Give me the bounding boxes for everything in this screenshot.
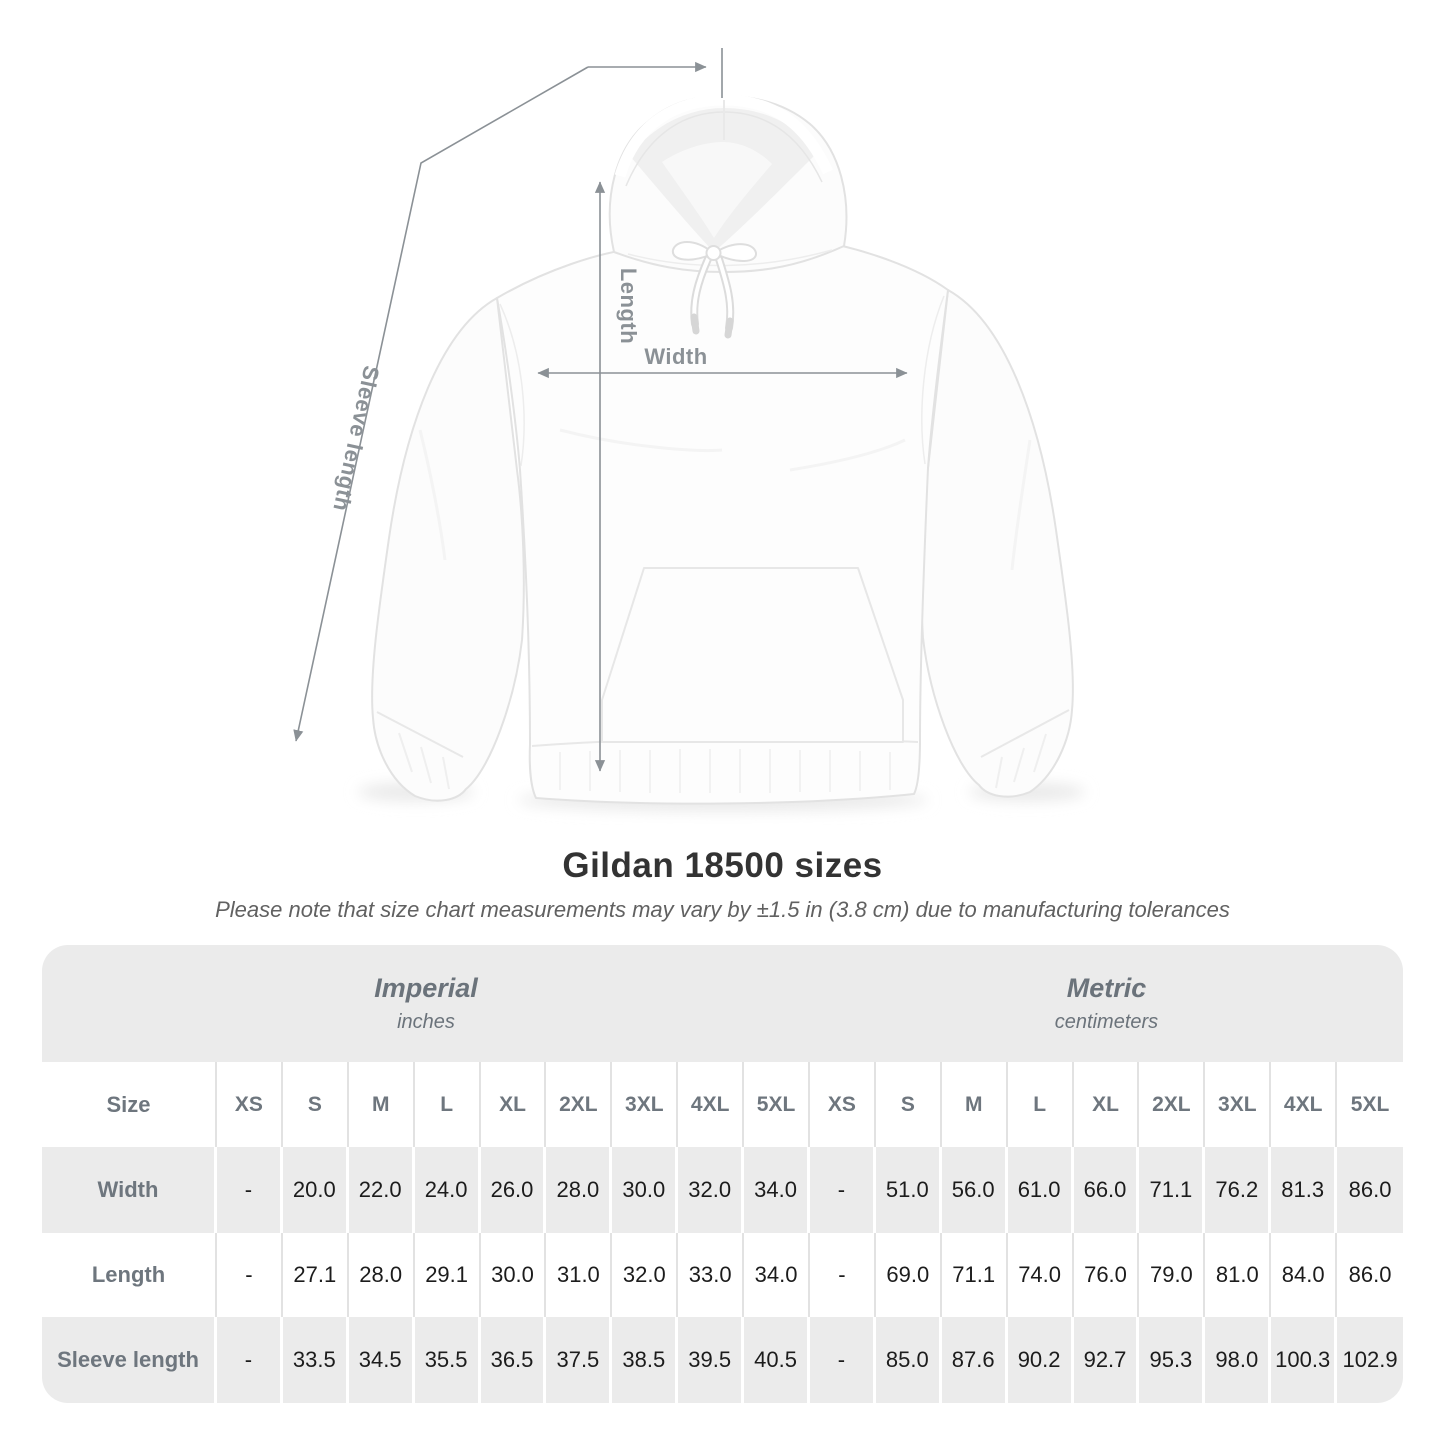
table-cell: - — [217, 1147, 283, 1233]
hoodie-figure-svg: Length Width Sleeve length — [293, 48, 1085, 811]
imperial-title: Imperial — [374, 973, 478, 1003]
metric-title: Metric — [1066, 973, 1147, 1003]
table-cell: 71.1 — [941, 1233, 1008, 1317]
table-cell: 28.0 — [546, 1147, 613, 1233]
size-header-cell: 5XL — [744, 1062, 810, 1147]
table-cell: 30.0 — [480, 1233, 547, 1317]
size-header-cell: 3XL — [612, 1062, 679, 1147]
table-cell: 32.0 — [678, 1147, 745, 1233]
table-cell: 38.5 — [612, 1317, 679, 1403]
table-cell: 87.6 — [941, 1317, 1008, 1403]
size-header-cell: 3XL — [1205, 1062, 1272, 1147]
table-cell: 28.0 — [348, 1233, 415, 1317]
table-cell: 24.0 — [414, 1147, 481, 1233]
table-cell: 79.0 — [1139, 1233, 1206, 1317]
table-cell: 56.0 — [941, 1147, 1008, 1233]
table-cell: 81.3 — [1271, 1147, 1338, 1233]
table-cell: 76.2 — [1205, 1147, 1272, 1233]
table-cell: 36.5 — [480, 1317, 547, 1403]
size-header-cell: L — [414, 1062, 481, 1147]
size-header-cell: M — [941, 1062, 1008, 1147]
table-cell: - — [217, 1233, 283, 1317]
table-cell: - — [809, 1147, 876, 1233]
table-cell: 95.3 — [1139, 1317, 1206, 1403]
table-cell: 33.0 — [678, 1233, 745, 1317]
metric-section-header: Metric centimeters — [809, 945, 1403, 1062]
table-cell: 66.0 — [1073, 1147, 1140, 1233]
size-header-cell: 4XL — [678, 1062, 745, 1147]
size-header-cell: XL — [1073, 1062, 1140, 1147]
table-cell: 30.0 — [612, 1147, 679, 1233]
drawstring-bow — [671, 241, 757, 339]
size-header-cell: XS — [217, 1062, 283, 1147]
table-cell: 39.5 — [678, 1317, 745, 1403]
table-cell: 90.2 — [1007, 1317, 1074, 1403]
width-label: Width — [644, 344, 707, 369]
size-header-cell: S — [282, 1062, 349, 1147]
size-header-cell: S — [875, 1062, 942, 1147]
table-cell: 102.9 — [1337, 1317, 1403, 1403]
table-cell: 85.0 — [875, 1317, 942, 1403]
table-cell: 98.0 — [1205, 1317, 1272, 1403]
table-cell: 20.0 — [282, 1147, 349, 1233]
table-cell: 92.7 — [1073, 1317, 1140, 1403]
left-sleeve — [371, 297, 525, 802]
table-cell: 71.1 — [1139, 1147, 1206, 1233]
imperial-unit: inches — [397, 1011, 455, 1033]
size-table: Imperial inches Metric centimeters Size … — [42, 945, 1403, 1403]
row-label-width: Width — [42, 1147, 217, 1233]
size-header-cell: XL — [480, 1062, 547, 1147]
row-label-length: Length — [42, 1233, 217, 1317]
table-cell: - — [217, 1317, 283, 1403]
imperial-section-header: Imperial inches — [42, 945, 810, 1062]
table-cell: 32.0 — [612, 1233, 679, 1317]
size-header-cell: 2XL — [1139, 1062, 1206, 1147]
table-cell: 27.1 — [282, 1233, 349, 1317]
hoodie-image — [358, 94, 1085, 811]
sleeve-length-label: Sleeve length — [328, 363, 384, 513]
size-header-cell: 5XL — [1337, 1062, 1403, 1147]
size-header-cell: M — [348, 1062, 415, 1147]
size-column-header: Size — [42, 1062, 217, 1147]
table-cell: 34.0 — [744, 1147, 810, 1233]
size-header-cell: L — [1007, 1062, 1074, 1147]
length-label: Length — [616, 268, 641, 344]
table-cell: 69.0 — [875, 1233, 942, 1317]
metric-unit: centimeters — [1054, 1011, 1159, 1033]
table-cell: 40.5 — [744, 1317, 810, 1403]
table-cell: - — [809, 1233, 876, 1317]
hoodie-measurement-diagram: Length Width Sleeve length — [293, 48, 1085, 811]
table-cell: 26.0 — [480, 1147, 547, 1233]
table-cell: 29.1 — [414, 1233, 481, 1317]
table-cell: - — [809, 1317, 876, 1403]
table-cell: 86.0 — [1337, 1233, 1403, 1317]
size-header-cell: 4XL — [1271, 1062, 1338, 1147]
table-cell: 81.0 — [1205, 1233, 1272, 1317]
size-header-cell: XS — [809, 1062, 876, 1147]
table-cell: 34.5 — [348, 1317, 415, 1403]
table-cell: 74.0 — [1007, 1233, 1074, 1317]
table-cell: 61.0 — [1007, 1147, 1074, 1233]
table-cell: 22.0 — [348, 1147, 415, 1233]
table-cell: 33.5 — [282, 1317, 349, 1403]
row-label-sleeve-length: Sleeve length — [42, 1317, 217, 1403]
table-cell: 51.0 — [875, 1147, 942, 1233]
sleeve-length-arrow — [293, 66, 589, 742]
table-cell: 37.5 — [546, 1317, 613, 1403]
hood-lining — [662, 142, 772, 238]
table-cell: 100.3 — [1271, 1317, 1338, 1403]
table-cell: 84.0 — [1271, 1233, 1338, 1317]
size-header-cell: 2XL — [546, 1062, 613, 1147]
table-cell: 34.0 — [744, 1233, 810, 1317]
table-cell: 31.0 — [546, 1233, 613, 1317]
table-cell: 76.0 — [1073, 1233, 1140, 1317]
page-subtitle: Please note that size chart measurements… — [215, 897, 1230, 922]
kangaroo-pocket — [601, 567, 904, 743]
table-cell: 35.5 — [414, 1317, 481, 1403]
page-title: Gildan 18500 sizes — [562, 846, 883, 885]
table-cell: 86.0 — [1337, 1147, 1403, 1233]
